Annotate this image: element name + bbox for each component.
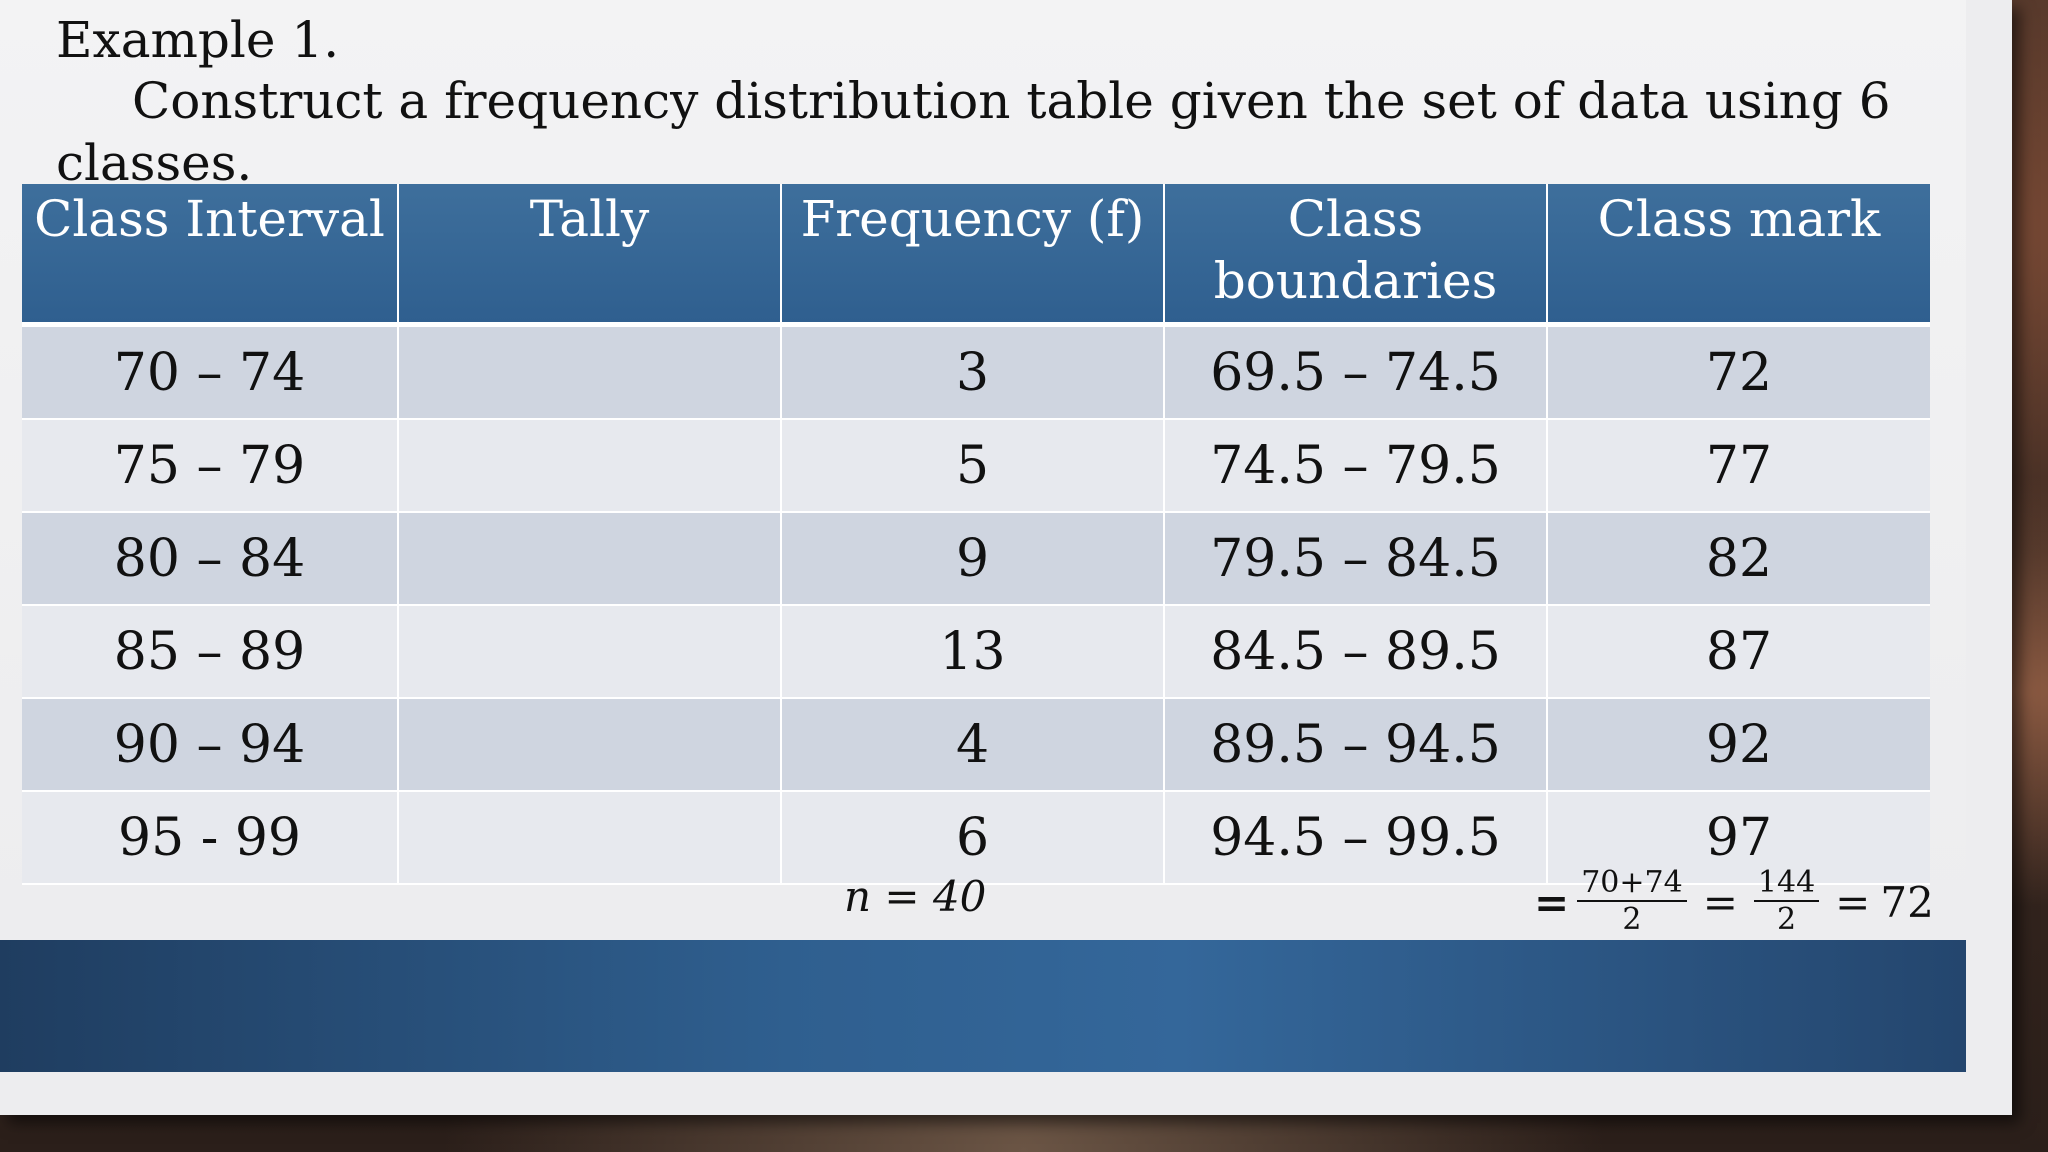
formula-equals: = [1702,877,1738,927]
class-boundaries-cell: 84.5 – 89.5 [1164,605,1548,699]
slide-content: Example 1. Construct a frequency distrib… [0,0,1966,1072]
table-row: 80 – 84 9 79.5 – 84.5 82 [22,512,1930,606]
header-class-interval: Class Interval [22,184,399,327]
tally-cell [398,791,782,885]
frequency-cell: 9 [781,512,1165,606]
footer-band [0,940,1966,1072]
formula-result: 72 [1880,877,1934,927]
tally-cell [398,324,782,420]
class-mark-cell: 77 [1547,419,1930,513]
class-boundaries-cell: 74.5 – 79.5 [1164,419,1548,513]
instruction-text: Construct a frequency distribution table… [56,72,1891,192]
slide-title: Example 1. [56,11,340,69]
tally-cell [398,698,782,792]
class-interval-cell: 70 – 74 [22,324,399,420]
header-tally: Tally [398,184,782,327]
table-row: 90 – 94 4 89.5 – 94.5 92 [22,698,1930,792]
class-mark-cell: 92 [1547,698,1930,792]
fraction-denominator: 2 [1622,902,1642,937]
header-class-boundaries: Class boundaries [1164,184,1548,327]
class-boundaries-cell: 79.5 – 84.5 [1164,512,1548,606]
frequency-cell: 4 [781,698,1165,792]
class-mark-cell: 87 [1547,605,1930,699]
header-frequency: Frequency (f) [781,184,1165,327]
class-mark-formula: = 70+74 2 = 144 2 = 72 [1534,862,1934,942]
table-row: 75 – 79 5 74.5 – 79.5 77 [22,419,1930,513]
header-class-mark: Class mark [1547,184,1930,327]
class-interval-cell: 90 – 94 [22,698,399,792]
frequency-cell: 5 [781,419,1165,513]
formula-equals: = [1835,877,1871,927]
formula-equals-lead: = [1534,877,1570,927]
class-interval-cell: 85 – 89 [22,605,399,699]
frequency-cell: 13 [781,605,1165,699]
frequency-cell: 6 [781,791,1165,885]
table-row: 70 – 74 3 69.5 – 74.5 72 [22,324,1930,420]
fraction-numerator: 70+74 [1577,866,1687,902]
total-frequency-label: n = 40 [844,872,987,921]
fraction-denominator: 2 [1776,902,1797,937]
fraction-sum-over-two: 70+74 2 [1577,866,1687,938]
frequency-distribution-table: Class Interval Tally Frequency (f) Class… [22,184,1930,885]
class-interval-cell: 75 – 79 [22,419,399,513]
class-interval-cell: 80 – 84 [22,512,399,606]
tally-cell [398,605,782,699]
class-mark-cell: 72 [1547,324,1930,420]
fraction-total-over-two: 144 2 [1753,866,1820,938]
slide: Example 1. Construct a frequency distrib… [0,0,2012,1115]
class-boundaries-cell: 94.5 – 99.5 [1164,791,1548,885]
class-interval-cell: 95 - 99 [22,791,399,885]
tally-cell [398,512,782,606]
tally-cell [398,419,782,513]
class-boundaries-cell: 89.5 – 94.5 [1164,698,1548,792]
table-row: 95 - 99 6 94.5 – 99.5 97 [22,791,1930,885]
table-header-row: Class Interval Tally Frequency (f) Class… [22,184,1930,327]
class-boundaries-cell: 69.5 – 74.5 [1164,324,1548,420]
table-row: 85 – 89 13 84.5 – 89.5 87 [22,605,1930,699]
class-mark-cell: 82 [1547,512,1930,606]
fraction-numerator: 144 [1753,866,1820,902]
frequency-cell: 3 [781,324,1165,420]
class-mark-cell: 97 [1547,791,1930,885]
